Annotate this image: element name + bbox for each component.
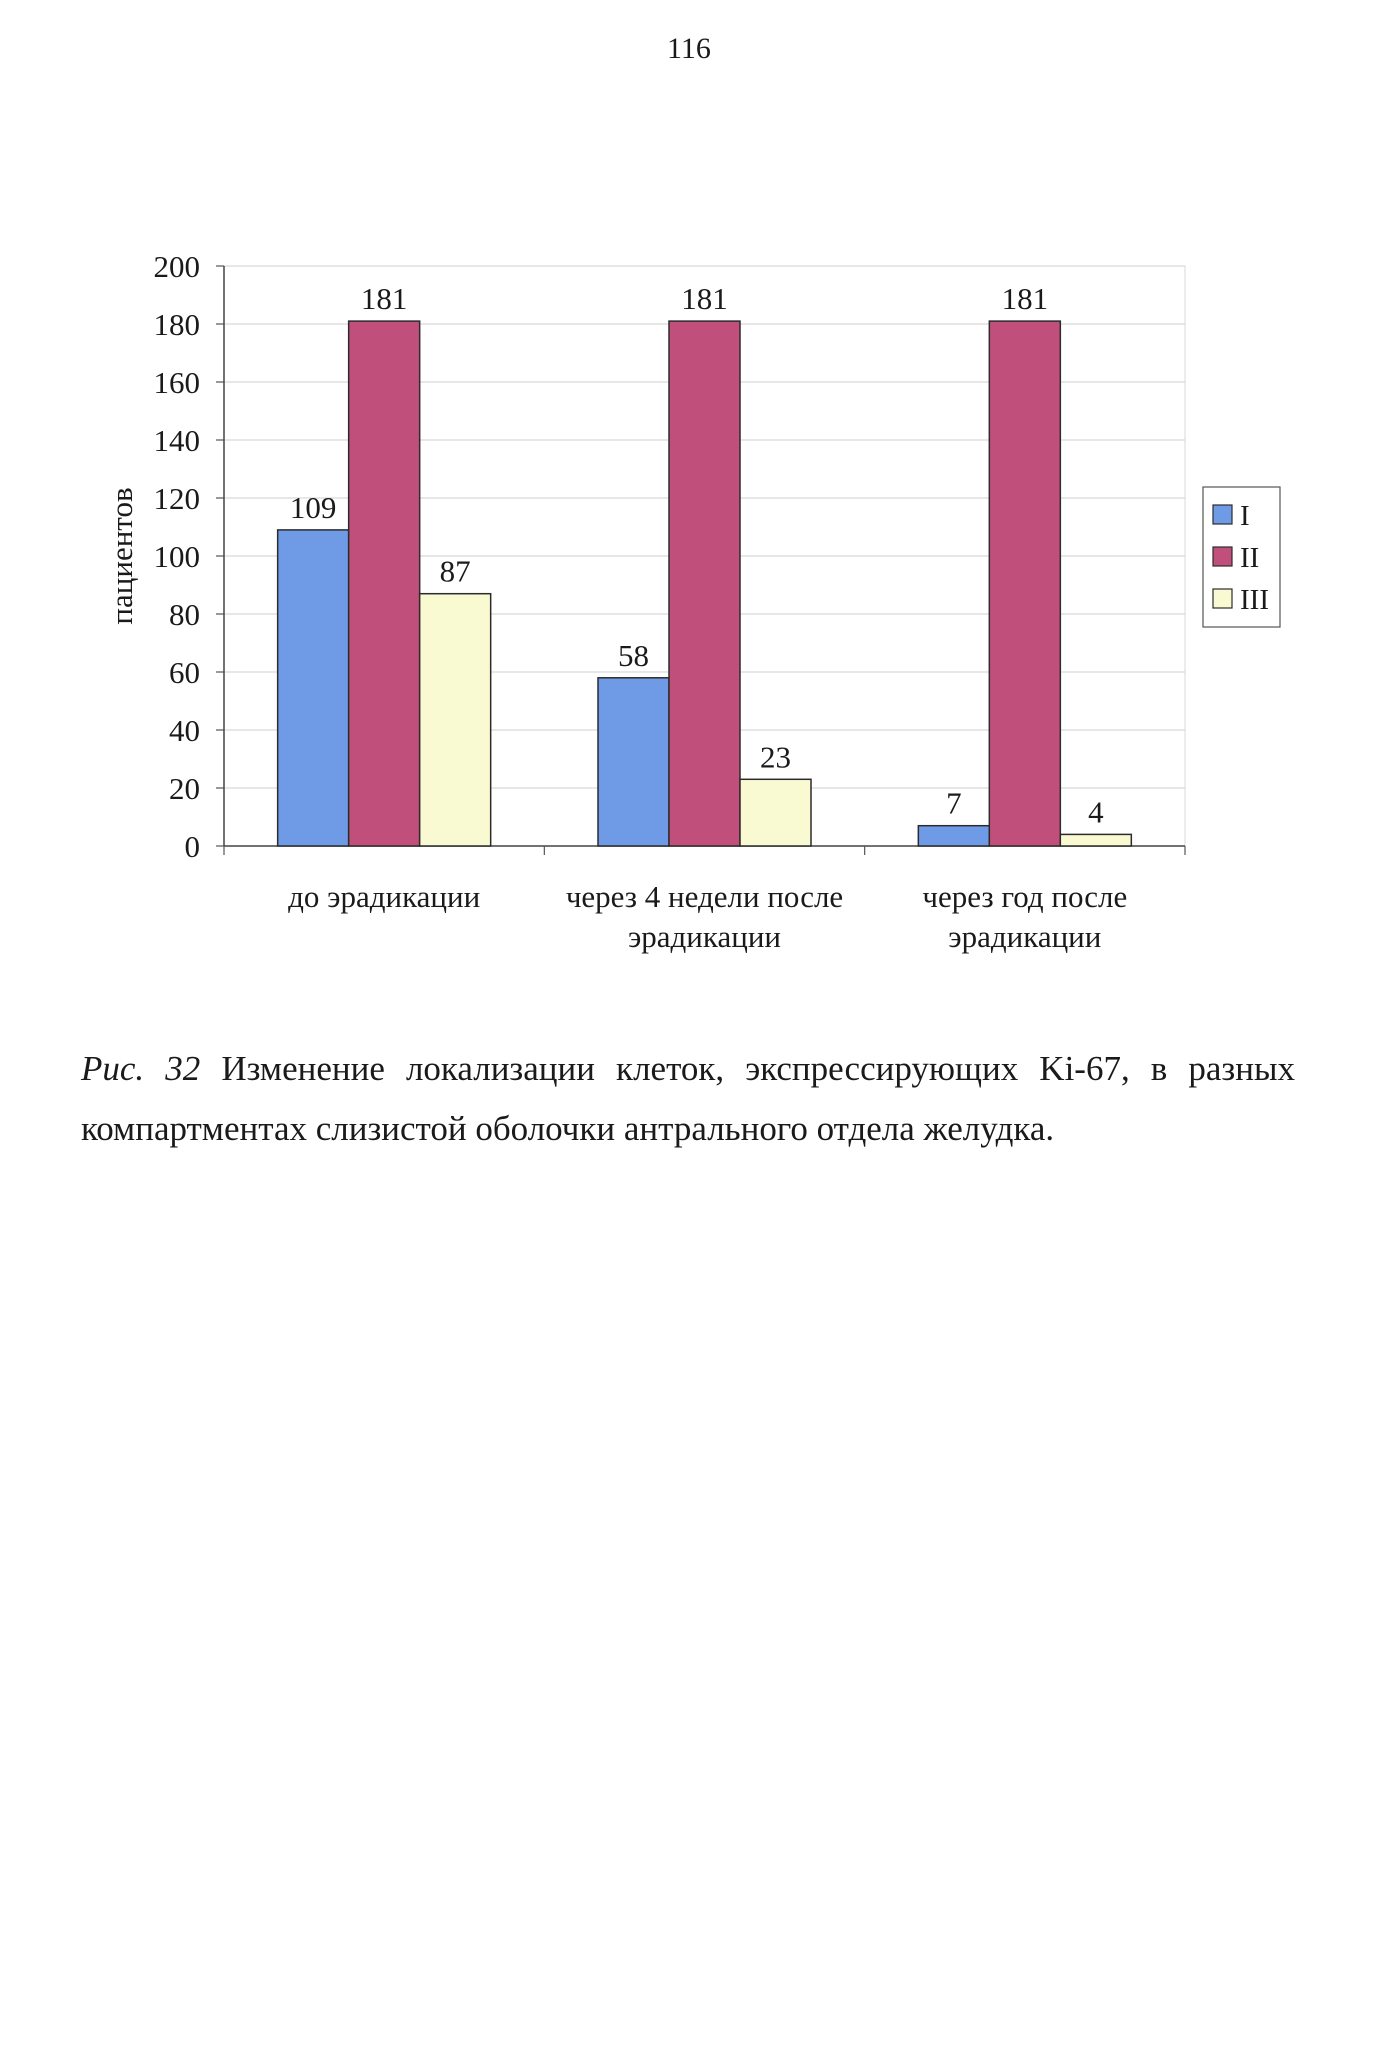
y-tick-label: 80 (169, 597, 200, 632)
y-tick-label: 100 (154, 539, 201, 574)
legend-label: III (1240, 584, 1269, 616)
x-tick-label: через 4 недели после (566, 879, 843, 914)
data-label: 181 (1002, 281, 1049, 316)
x-tick-label: через год после (922, 879, 1127, 914)
page-number: 116 (667, 32, 711, 65)
data-label: 23 (760, 739, 791, 774)
data-label: 181 (681, 281, 728, 316)
legend-swatch (1212, 588, 1233, 609)
y-tick-label: 120 (154, 481, 201, 516)
data-label: 109 (290, 490, 337, 525)
y-tick-label: 180 (154, 307, 201, 342)
bar-III (418, 592, 492, 847)
y-axis-label: пациентов (104, 487, 139, 624)
data-label: 87 (440, 554, 471, 589)
x-tick-label: до эрадикации (288, 879, 480, 914)
bar-chart: 0 20 40 60 80 100 120 140 160 180 200 пациентов 109 1… (104, 249, 1281, 954)
bar-II (988, 320, 1062, 847)
bar-I (917, 824, 991, 847)
bar-I (597, 677, 670, 847)
legend-label: I (1240, 500, 1250, 532)
x-tick-label: эрадикации (628, 919, 781, 954)
bar-II (347, 320, 421, 847)
legend-swatch (1212, 546, 1233, 567)
bar-I (276, 529, 350, 847)
figure-caption: Рис. 32 Изменение локализации клеток, эк… (81, 1039, 1295, 1159)
legend-swatch (1212, 504, 1233, 525)
data-label: 181 (361, 281, 408, 316)
y-tick-label: 20 (169, 771, 200, 806)
caption-text: Изменение локализации клеток, экспрессир… (81, 1049, 1295, 1148)
y-tick-label: 160 (154, 365, 201, 400)
y-tick-label: 140 (154, 423, 201, 458)
bar-II (668, 320, 741, 847)
data-label: 4 (1088, 794, 1104, 829)
data-label: 58 (618, 638, 649, 673)
caption-label: Рис. 32 (81, 1049, 201, 1088)
data-label: 7 (946, 786, 962, 821)
y-tick-label: 200 (154, 249, 201, 284)
legend-label: II (1240, 542, 1259, 574)
bar-III (1059, 833, 1133, 847)
y-tick-label: 60 (169, 655, 200, 690)
y-tick-label: 40 (169, 713, 200, 748)
bar-III (739, 778, 812, 847)
x-tick-label: эрадикации (948, 919, 1101, 954)
y-tick-label: 0 (185, 829, 201, 864)
